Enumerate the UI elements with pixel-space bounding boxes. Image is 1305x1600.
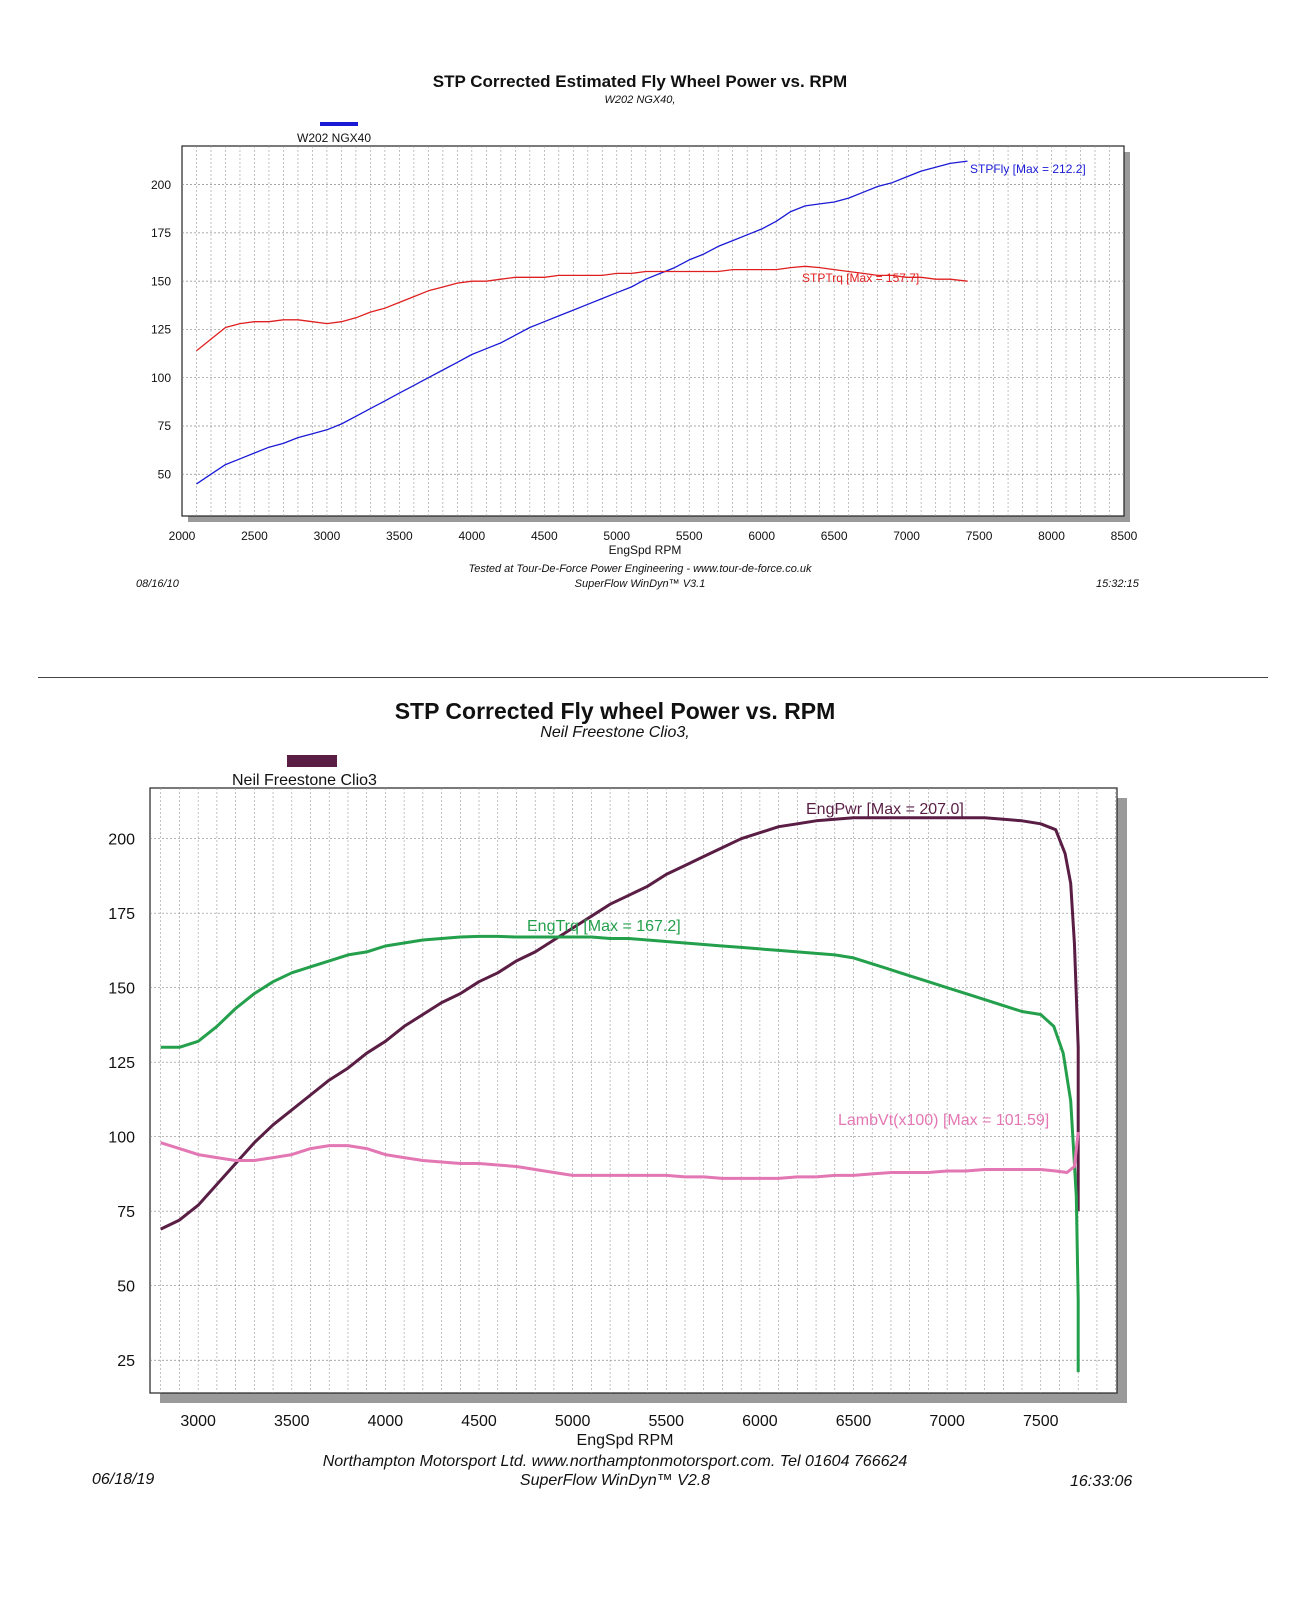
y-tick-label: 175 xyxy=(108,906,135,923)
chart-2-canvas: 25 50 75 100 125 150 175 200 3000 3500 4000 4500 500… xyxy=(108,755,1127,1449)
x-tick-label: 7500 xyxy=(1023,1413,1059,1430)
x-tick-label: 3500 xyxy=(386,529,413,543)
panel-divider xyxy=(38,677,1268,678)
y-tick-label: 175 xyxy=(151,226,171,240)
x-axis-label: EngSpd RPM xyxy=(609,543,682,557)
x-tick-label: 5500 xyxy=(648,1413,684,1430)
x-tick-label: 5000 xyxy=(603,529,630,543)
x-tick-label: 7500 xyxy=(966,529,993,543)
series-label: LambVt(x100) [Max = 101.59] xyxy=(838,1112,1049,1129)
plot-area xyxy=(149,787,1118,1394)
footer-time: 15:32:15 xyxy=(1096,578,1139,590)
chart-subtitle: W202 NGX40, xyxy=(604,94,676,106)
footer-software: SuperFlow WinDyn™ V2.8 xyxy=(519,1472,711,1489)
footer-software: SuperFlow WinDyn™ V3.1 xyxy=(574,578,706,590)
legend-swatch xyxy=(320,122,358,126)
legend-label: W202 NGX40 xyxy=(297,131,371,145)
series-label: STPFly [Max = 212.2] xyxy=(970,162,1086,176)
series-label: STPTrq [Max = 157.7] xyxy=(802,271,919,285)
x-tick-label: 4500 xyxy=(461,1413,497,1430)
x-tick-label: 4500 xyxy=(531,529,558,543)
x-tick-label: 6500 xyxy=(821,529,848,543)
legend-swatch xyxy=(287,755,337,767)
y-tick-label: 100 xyxy=(108,1129,135,1146)
y-tick-label: 125 xyxy=(151,323,171,337)
y-tick-label: 75 xyxy=(117,1204,135,1221)
chart-title: STP Corrected Estimated Fly Wheel Power … xyxy=(432,72,848,91)
y-tick-label: 200 xyxy=(108,831,135,848)
y-tick-label: 50 xyxy=(117,1278,135,1295)
series-line-engtrq xyxy=(160,934,1080,1373)
y-tick-label: 150 xyxy=(151,274,171,288)
x-tick-label: 5500 xyxy=(676,529,703,543)
x-tick-label: 5000 xyxy=(555,1413,591,1430)
y-tick-label: 50 xyxy=(158,467,172,481)
dyno-chart-panel-2: STP Corrected Fly wheel Power vs. RPM Ne… xyxy=(0,675,1305,1600)
y-tick-label: 100 xyxy=(151,371,171,385)
legend-label: Neil Freestone Clio3 xyxy=(232,772,377,789)
footer-date: 06/18/19 xyxy=(92,1471,155,1488)
series-line-stpfly xyxy=(196,160,968,485)
footer-tested-at: Tested at Tour-De-Force Power Engineerin… xyxy=(468,563,812,575)
chart-1-canvas: 50 75 100 125 150 175 200 2000 2500 3000 3500 4000 4… xyxy=(151,122,1138,557)
y-tick-label: 125 xyxy=(108,1055,135,1072)
x-tick-label: 6500 xyxy=(836,1413,872,1430)
x-tick-label: 3000 xyxy=(314,529,341,543)
footer-date: 08/16/10 xyxy=(136,578,179,590)
series-line-engpwr xyxy=(160,816,1080,1231)
footer-time: 16:33:06 xyxy=(1070,1473,1133,1490)
chart-subtitle: Neil Freestone Clio3, xyxy=(540,724,690,741)
x-tick-label: 2000 xyxy=(169,529,196,543)
plot-area xyxy=(181,145,1125,517)
footer-tested-at: Northampton Motorsport Ltd. www.northamp… xyxy=(322,1453,908,1470)
x-tick-label: 3500 xyxy=(274,1413,310,1430)
series-line-stptrq xyxy=(196,265,968,352)
y-tick-label: 150 xyxy=(108,980,135,997)
x-tick-label: 4000 xyxy=(368,1413,404,1430)
x-axis-label: EngSpd RPM xyxy=(577,1432,674,1449)
chart-title: STP Corrected Fly wheel Power vs. RPM xyxy=(394,698,836,724)
x-tick-label: 2500 xyxy=(241,529,268,543)
y-tick-label: 200 xyxy=(151,178,171,192)
series-line-lambvt-x100- xyxy=(160,1131,1080,1180)
y-tick-label: 75 xyxy=(158,419,172,433)
y-tick-label: 25 xyxy=(117,1353,135,1370)
x-tick-label: 7000 xyxy=(893,529,920,543)
x-tick-label: 4000 xyxy=(458,529,485,543)
x-tick-label: 8000 xyxy=(1038,529,1065,543)
series-label: EngTrq [Max = 167.2] xyxy=(527,918,681,935)
x-tick-label: 6000 xyxy=(742,1413,778,1430)
x-tick-label: 8500 xyxy=(1111,529,1138,543)
x-tick-label: 6000 xyxy=(748,529,775,543)
dyno-chart-panel-1: STP Corrected Estimated Fly Wheel Power … xyxy=(0,0,1305,670)
series-label: EngPwr [Max = 207.0] xyxy=(806,801,964,818)
x-tick-label: 7000 xyxy=(929,1413,965,1430)
x-tick-label: 3000 xyxy=(180,1413,216,1430)
